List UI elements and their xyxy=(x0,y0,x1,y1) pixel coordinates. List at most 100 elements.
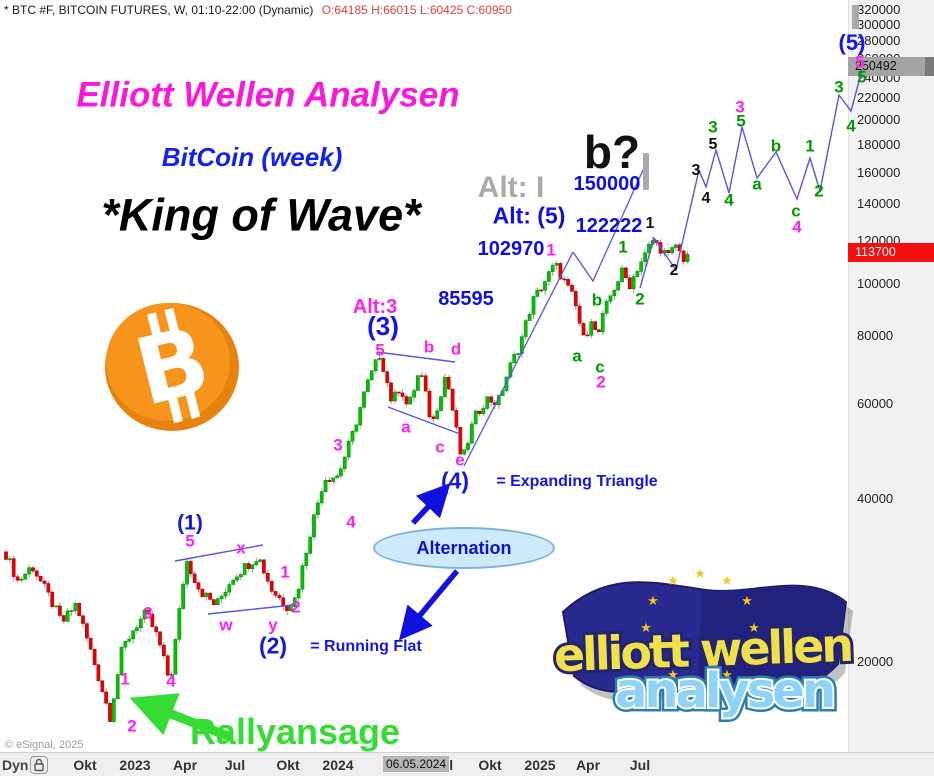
wave-label: c xyxy=(595,357,605,377)
wave-label: w xyxy=(219,615,233,635)
time-axis[interactable]: Dyn 06.05.2024 Okt 2023 Apr Jul Okt 2024 Jul Ok… xyxy=(0,752,934,776)
svg-text:★: ★ xyxy=(748,621,760,636)
wave-label: 1 xyxy=(805,136,815,156)
price-tick: 180000 xyxy=(857,137,901,153)
lock-icon[interactable] xyxy=(30,756,48,774)
alternation-callout: Alternation xyxy=(373,527,555,569)
price-tick: 80000 xyxy=(857,327,894,343)
wave-label: 4 xyxy=(792,217,802,237)
wave-label: 2 xyxy=(635,289,645,309)
price-tick: 220000 xyxy=(857,90,901,106)
annotation-arrows xyxy=(129,482,460,742)
wave-label: 5 xyxy=(708,136,718,153)
annotation-layer: Elliott Wellen Analysen BitCoin (week) *Ki… xyxy=(76,32,866,752)
wave-label: 5 xyxy=(185,531,195,551)
wave-label: 5 xyxy=(736,111,746,131)
time-tick: Jul xyxy=(224,757,246,773)
wave-label: 5 xyxy=(375,340,385,360)
wave-label: 4 xyxy=(346,512,356,532)
price-badge-current: 113700 xyxy=(848,243,934,262)
logo-line2: analysen xyxy=(615,663,833,719)
wave-label: 3 xyxy=(834,77,844,97)
wave-label: 4 xyxy=(166,671,176,691)
time-tick: Okt xyxy=(276,757,300,773)
price-tick: 60000 xyxy=(857,395,894,411)
wave-label: d xyxy=(450,339,462,359)
annotation-text: b? xyxy=(583,126,641,178)
candlestick-series xyxy=(4,237,690,724)
time-tick: 2024 xyxy=(322,757,354,773)
wave-label: a xyxy=(752,174,762,194)
annotation-text: Alt: I xyxy=(477,171,545,204)
annotation-text: (2) xyxy=(258,632,288,659)
svg-text:★: ★ xyxy=(667,574,679,589)
time-tick: Jul xyxy=(629,757,651,773)
alternation-label: Alternation xyxy=(416,537,512,558)
price-badge-upper: 250492 xyxy=(848,57,934,76)
time-tick: 2023 xyxy=(119,757,151,773)
wave-label: 2 xyxy=(127,716,137,736)
wave-label: 122222 xyxy=(575,215,643,237)
wave-label: 1 xyxy=(120,669,130,689)
symbol-info: * BTC #F, BITCOIN FUTURES, W, 01:10-22:0… xyxy=(4,3,314,17)
wave-label: 3 xyxy=(735,97,745,117)
time-tick: Okt xyxy=(478,757,502,773)
svg-text:★: ★ xyxy=(741,648,753,663)
price-tick: 20000 xyxy=(857,653,894,669)
wave-label: 2 xyxy=(669,262,679,279)
logo-line2-shadow: analysen xyxy=(615,663,833,719)
wave-label: 4 xyxy=(724,190,734,210)
date-marker-badge: 06.05.2024 xyxy=(383,756,450,772)
svg-text:★: ★ xyxy=(694,675,706,690)
annotation-text: (1) xyxy=(177,511,203,535)
time-tick: Apr xyxy=(172,757,198,773)
wave-label: c xyxy=(435,437,445,457)
time-tick: Apr xyxy=(575,757,601,773)
wave-label: = Expanding Triangle xyxy=(496,473,658,490)
wave-label: a xyxy=(572,346,582,366)
price-tick: 140000 xyxy=(857,196,901,212)
wave-label: Alt:3 xyxy=(352,296,398,318)
svg-text:★: ★ xyxy=(647,648,659,663)
annotation-text: (3) xyxy=(367,311,399,341)
dyn-scale-label[interactable]: Dyn xyxy=(2,757,29,773)
svg-text:★: ★ xyxy=(721,574,733,589)
time-tick: Okt xyxy=(73,757,97,773)
eu-flag-logo: ★ ★★★★★★★★★★★ elliott wellen analysen ana… xyxy=(550,567,855,724)
price-tick: 320000 xyxy=(857,1,901,17)
wave-label: 4 xyxy=(701,190,711,207)
wave-label: a xyxy=(401,417,411,437)
wave-label: 102970 xyxy=(477,238,545,260)
copyright-notice: © eSignal, 2025 xyxy=(5,739,84,751)
wave-label: 2 xyxy=(814,181,824,201)
wave-label: c xyxy=(791,201,801,221)
price-tick: 160000 xyxy=(857,164,901,180)
price-tick: 40000 xyxy=(857,490,894,506)
chart-canvas[interactable]: B ★ ★ ★ ★ ★ ★ ★ ★ ★ ★ ★ ★ elliott wellen analysen a… xyxy=(0,0,934,752)
gray-marker-bars xyxy=(643,5,859,190)
wave-label: 1 xyxy=(618,237,628,257)
wave-label: 3 xyxy=(691,162,701,179)
wave-label: e xyxy=(455,450,465,470)
bitcoin-b-glyph: B xyxy=(125,306,219,427)
wave-label: = Running Flat xyxy=(310,638,422,655)
time-tick: 2025 xyxy=(524,757,556,773)
price-tick: 280000 xyxy=(857,33,901,49)
svg-text:★: ★ xyxy=(721,668,733,683)
annotation-text: BitCoin (week) xyxy=(161,142,343,172)
ohlc-values: O:64185 H:66015 L:60425 C:60950 xyxy=(321,3,512,17)
annotation-text: *King of Wave* xyxy=(101,189,421,241)
wave-label: 3 xyxy=(333,435,343,455)
annotation-text: Alt: (5) xyxy=(492,202,566,229)
logo-line1: elliott wellen xyxy=(553,618,852,682)
wave-label: b xyxy=(770,136,782,156)
bitcoin-coin-logo: B xyxy=(105,303,239,431)
wave-label: b xyxy=(423,337,435,357)
symbol-header: * BTC #F, BITCOIN FUTURES, W, 01:10-22:0… xyxy=(4,3,512,17)
annotation-text: Rallyansage xyxy=(189,711,401,752)
price-axis[interactable]: 3200003000002800002600002400002200002000… xyxy=(848,0,934,752)
price-tick: 200000 xyxy=(857,112,901,128)
wave-label: 85595 xyxy=(438,288,494,310)
svg-text:★: ★ xyxy=(640,621,652,636)
wave-label: 3 xyxy=(708,117,718,137)
